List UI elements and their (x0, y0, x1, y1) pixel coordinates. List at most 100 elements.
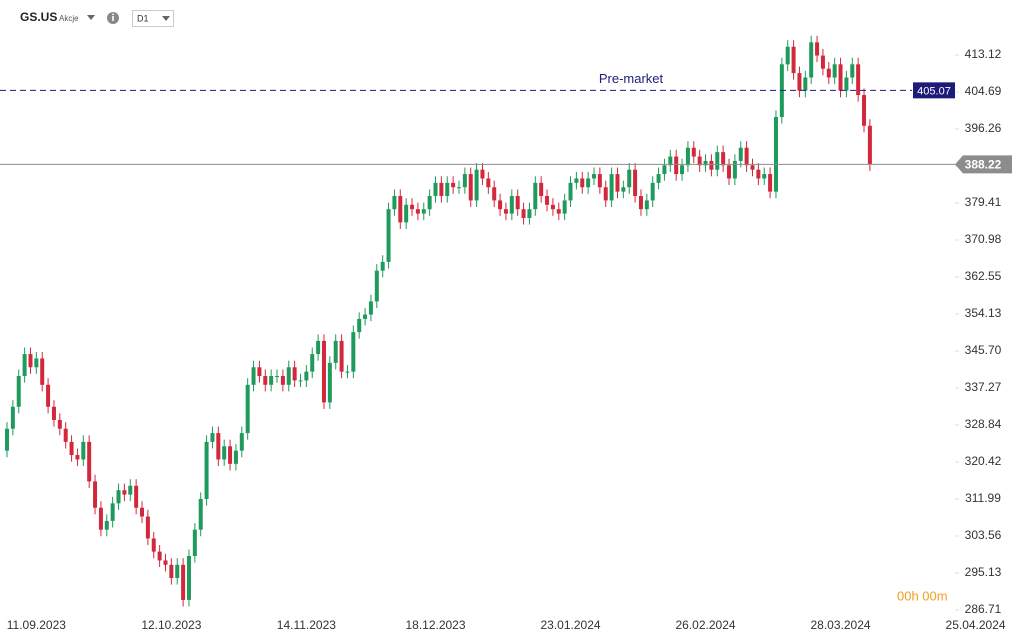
candle-body (204, 441, 209, 499)
candle-body (609, 174, 614, 201)
x-tick-label: 14.11.2023 (277, 618, 336, 632)
info-icon-bar (112, 16, 114, 21)
y-tick-label: 295.13 (965, 565, 1002, 579)
timer: 00h 00m (897, 588, 948, 603)
candle-body (210, 433, 215, 442)
candle-body (527, 209, 532, 218)
candle-body (122, 490, 127, 495)
y-tick-label: 396.26 (965, 121, 1002, 135)
x-tick-label: 26.02.2024 (675, 618, 735, 632)
candle-body (456, 187, 461, 189)
x-tick-label: 28.03.2024 (811, 618, 871, 632)
y-tick-label: 337.27 (965, 380, 1002, 394)
candle-body (492, 187, 497, 201)
candle-body (404, 204, 409, 223)
candle-body (345, 371, 350, 373)
candle-body (545, 196, 550, 205)
candle-body (69, 441, 74, 456)
y-tick-label: 379.41 (965, 195, 1002, 209)
candle-body (333, 340, 338, 363)
candle-body (145, 516, 150, 539)
candle-body (275, 376, 280, 378)
candle-body (668, 156, 673, 166)
candle-body (445, 182, 450, 197)
y-tick-label: 413.12 (965, 47, 1002, 61)
candle-body (128, 485, 133, 495)
candle-body (110, 503, 115, 521)
candle-body (57, 419, 62, 429)
candle-body (603, 187, 608, 201)
candle-body (380, 261, 385, 271)
candle-body (34, 358, 39, 368)
candle-body (797, 73, 802, 91)
candle-body (768, 174, 773, 192)
candle-body (327, 362, 332, 403)
candle-body (621, 187, 626, 192)
candle-body (316, 340, 321, 355)
candle-body (374, 270, 379, 302)
candle-body (715, 152, 720, 170)
candle-body (263, 376, 268, 385)
candle-body (386, 209, 391, 262)
candle-body (28, 354, 33, 368)
candle-body (703, 160, 708, 166)
candle-body (838, 64, 843, 91)
candle-body (826, 68, 831, 78)
x-tick-label: 23.01.2024 (540, 618, 600, 632)
candle-body (93, 481, 98, 508)
candle-body (638, 196, 643, 210)
candle-body (721, 152, 726, 166)
x-tick-label: 25.04.2024 (946, 618, 1006, 632)
info-icon-dot (112, 13, 114, 16)
candle-body (304, 371, 309, 381)
candle-body (216, 433, 221, 460)
y-tick-label: 370.98 (965, 232, 1002, 246)
candle-body (732, 160, 737, 179)
candle-body (709, 160, 714, 170)
candle-body (850, 64, 855, 78)
candle-body (515, 196, 520, 210)
candle-body (16, 376, 21, 407)
candle-body (521, 209, 526, 218)
candle-body (410, 204, 415, 210)
candle-body (81, 441, 86, 460)
candle-body (633, 169, 638, 197)
candle-body (474, 169, 479, 201)
candle-body (98, 507, 103, 530)
candle-body (10, 406, 15, 429)
candle-body (46, 384, 51, 407)
candle-body (87, 441, 92, 482)
candle-body (151, 538, 156, 552)
candle-body (198, 498, 203, 530)
candle-body (310, 354, 315, 372)
premarket-box (913, 82, 955, 99)
candle-body (433, 182, 438, 197)
candle-body (627, 169, 632, 188)
candle-body (339, 340, 344, 372)
candle-body (762, 174, 767, 179)
interval-select[interactable] (132, 10, 174, 27)
candle-body (785, 46, 790, 65)
candle-body (40, 358, 45, 385)
y-tick-label: 303.56 (965, 528, 1002, 542)
candle-body (157, 551, 162, 561)
candle-body (181, 564, 186, 600)
candle-body (233, 450, 238, 464)
candle-body (269, 376, 274, 385)
premarket-label: 405.07 (917, 85, 951, 97)
candle-body (674, 156, 679, 175)
candle-body (586, 178, 591, 188)
candle-body (615, 174, 620, 192)
y-tick-label: 311.99 (965, 491, 1001, 505)
symbol: GS.US (20, 10, 57, 24)
y-tick-label: 328.84 (965, 417, 1002, 431)
candle-body (451, 182, 456, 188)
candle-body (480, 169, 485, 179)
interval-arrow (162, 16, 170, 21)
candle-body (257, 367, 262, 377)
dropdown-arrow[interactable] (87, 15, 95, 20)
candle-body (398, 196, 403, 223)
candle-body (856, 64, 861, 96)
